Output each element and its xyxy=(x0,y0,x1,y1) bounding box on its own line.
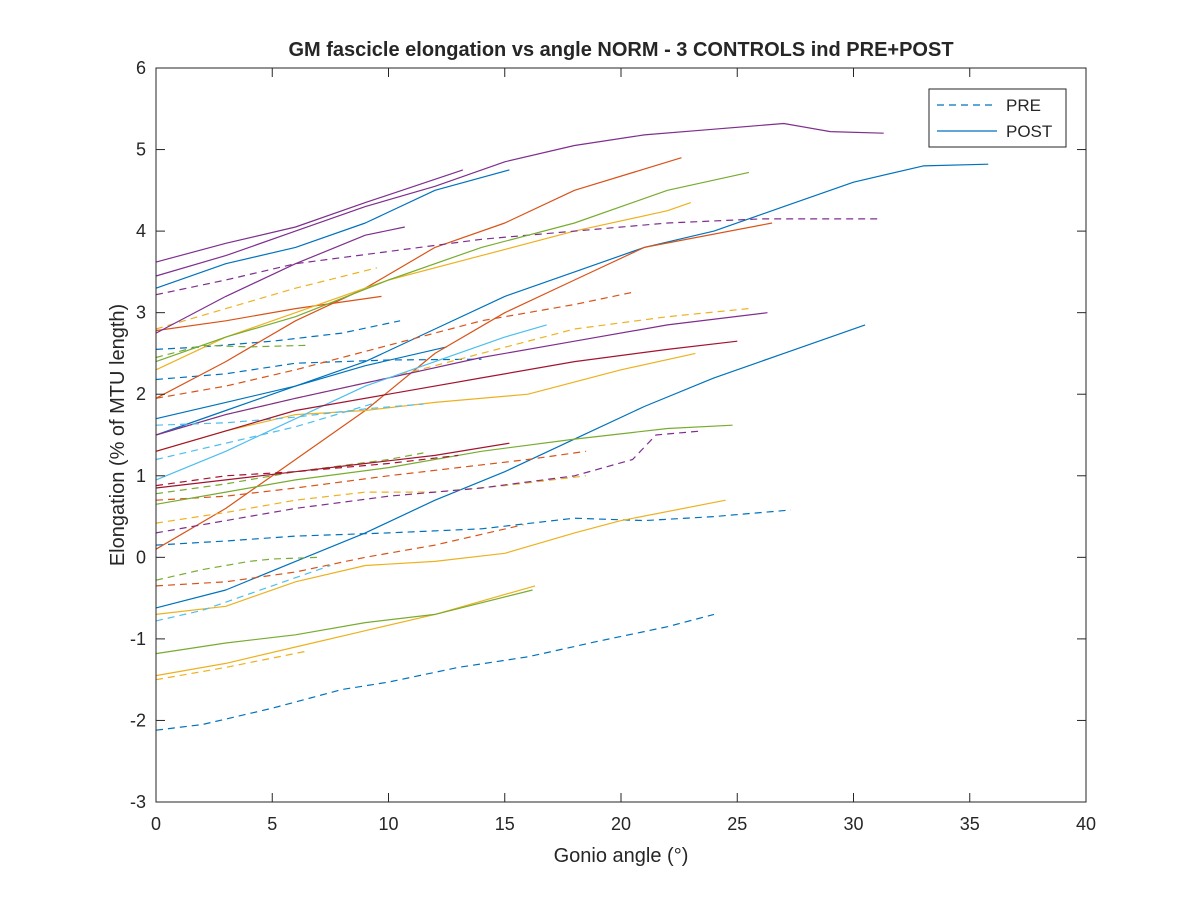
series-line-14 xyxy=(155,499,726,615)
series-line-17 xyxy=(155,202,691,371)
series-line-8 xyxy=(155,157,682,399)
y-tick-label-9: 6 xyxy=(136,58,146,78)
series-line-3 xyxy=(155,358,482,381)
y-tick-label-0: -3 xyxy=(130,792,146,812)
x-tick-label-2: 10 xyxy=(378,814,398,834)
series-line-24 xyxy=(155,226,405,334)
series-line-4 xyxy=(155,324,866,609)
series-line-37 xyxy=(155,401,378,461)
series-line-10 xyxy=(155,295,382,332)
y-tick-label-2: -1 xyxy=(130,629,146,649)
series-line-40 xyxy=(155,454,459,487)
x-axis: 0 5 10 15 20 25 30 35 40 xyxy=(151,68,1096,834)
series-line-21 xyxy=(155,650,308,681)
legend-box xyxy=(928,88,1067,148)
series-line-23 xyxy=(155,169,464,263)
x-tick-label-5: 25 xyxy=(727,814,747,834)
y-tick-label-4: 1 xyxy=(136,466,146,486)
series-line-32 xyxy=(155,452,424,495)
x-axis-label: Gonio angle (°) xyxy=(554,845,689,867)
y-axis-label: Elongation (% of MTU length) xyxy=(107,304,129,566)
x-tick-label-1: 5 xyxy=(267,814,277,834)
legend-label-post: POST xyxy=(1006,122,1052,141)
series-line-33 xyxy=(155,344,308,359)
series-line-26 xyxy=(155,218,882,296)
series-line-29 xyxy=(155,424,733,505)
series-line-12 xyxy=(155,450,587,501)
series-line-18 xyxy=(155,475,587,524)
x-tick-label-6: 30 xyxy=(843,814,863,834)
series-line-22 xyxy=(155,122,884,277)
series-line-34 xyxy=(155,324,547,481)
chart-title: GM fascicle elongation vs angle NORM - 3… xyxy=(288,39,953,61)
y-tick-label-1: -2 xyxy=(130,710,146,730)
series-line-6 xyxy=(155,346,447,420)
series-line-1 xyxy=(155,509,791,546)
y-tick-label-8: 5 xyxy=(136,140,146,160)
series-line-0 xyxy=(155,613,715,731)
series-line-39 xyxy=(155,442,510,489)
y-axis: -3 -2 -1 0 1 2 3 4 5 6 xyxy=(130,58,1086,812)
series-line-2 xyxy=(155,320,401,350)
series-line-9 xyxy=(155,222,773,550)
y-tick-label-3: 0 xyxy=(136,547,146,567)
x-tick-label-7: 35 xyxy=(960,814,980,834)
series-line-25 xyxy=(155,312,768,436)
x-tick-label-0: 0 xyxy=(151,814,161,834)
series-line-27 xyxy=(155,430,703,534)
legend: PRE POST xyxy=(928,88,1067,148)
series-line-31 xyxy=(155,556,319,581)
x-tick-label-3: 15 xyxy=(495,814,515,834)
series-line-36 xyxy=(155,403,424,426)
series-line-35 xyxy=(155,564,331,622)
series-line-7 xyxy=(155,169,510,289)
series-line-28 xyxy=(155,589,533,655)
legend-label-pre: PRE xyxy=(1006,96,1041,115)
series-line-38 xyxy=(155,340,738,452)
series-line-20 xyxy=(155,267,378,330)
x-tick-label-8: 40 xyxy=(1076,814,1096,834)
series-layer xyxy=(155,122,989,731)
y-tick-label-5: 2 xyxy=(136,384,146,404)
y-tick-label-7: 4 xyxy=(136,221,146,241)
y-tick-label-6: 3 xyxy=(136,303,146,323)
series-line-30 xyxy=(155,171,750,363)
x-tick-label-4: 20 xyxy=(611,814,631,834)
